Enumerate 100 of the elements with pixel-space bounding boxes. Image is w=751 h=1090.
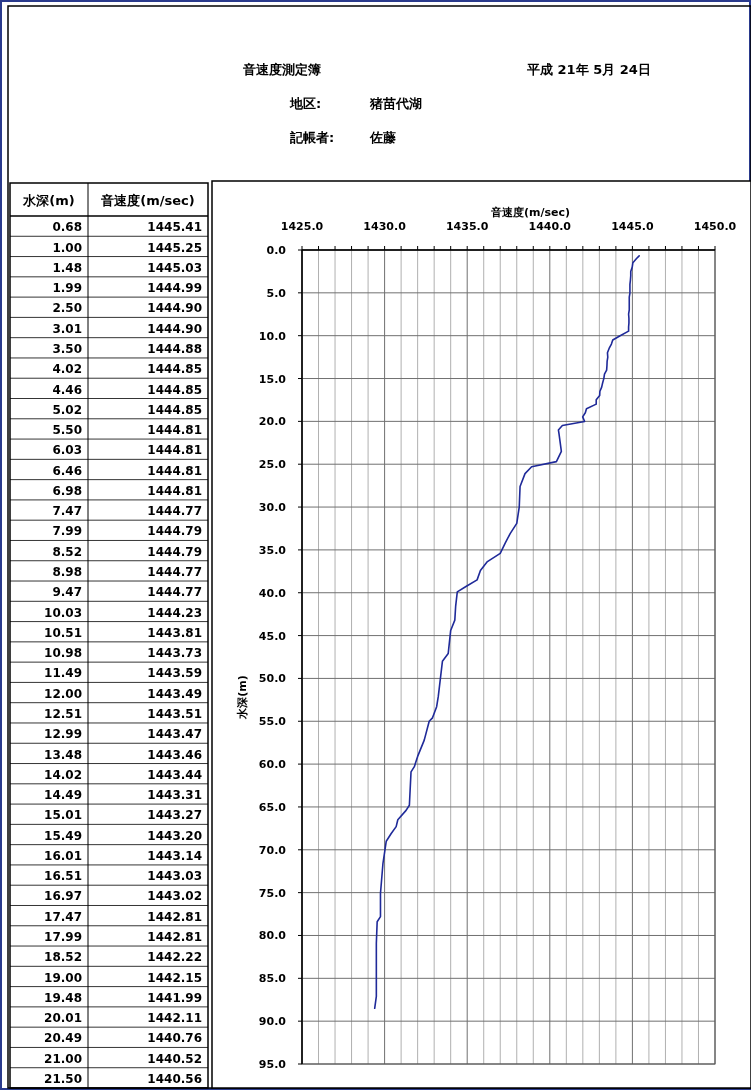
- data-label: 1444.77: [147, 565, 202, 580]
- data-label: 1443.46: [147, 747, 202, 762]
- data-label: 1444.99: [147, 281, 202, 296]
- category-label: 15.01: [44, 808, 82, 823]
- data-label: 1442.22: [147, 950, 202, 965]
- category-label: 3.01: [52, 321, 82, 336]
- category-label: 3.50: [52, 341, 82, 356]
- data-label: 1440.76: [147, 1031, 202, 1046]
- y-tick-label: 85.0: [258, 972, 287, 986]
- data-label: 1442.11: [147, 1011, 202, 1026]
- x-tick-label: 1440.0: [528, 220, 572, 233]
- y-tick-label: 80.0: [258, 929, 287, 943]
- category-label: 6.03: [52, 443, 82, 458]
- text: 音速度(m/sec): [100, 193, 195, 208]
- data-label: 1444.90: [147, 321, 202, 336]
- y-tick-label: 75.0: [258, 886, 287, 900]
- category-label: 18.52: [44, 950, 82, 965]
- y-tick-label: 30.0: [258, 501, 287, 515]
- data-label: 1444.88: [147, 341, 202, 356]
- text: 水深(m): [22, 193, 75, 208]
- y-tick-label: 5.0: [266, 286, 287, 300]
- category-label: 11.49: [44, 666, 82, 681]
- category-label: 7.47: [52, 504, 82, 519]
- data-label: 1443.03: [147, 869, 202, 884]
- data-label: 1444.90: [147, 301, 202, 316]
- data-label: 1442.81: [147, 909, 202, 924]
- data-label: 1444.81: [147, 423, 202, 438]
- x-tick-label: 1435.0: [445, 220, 489, 233]
- category-label: 16.01: [44, 848, 82, 863]
- y-tick-label: 45.0: [258, 629, 287, 643]
- text: 記帳者:: [289, 130, 335, 145]
- line-series: [373, 255, 640, 1010]
- category-label: 21.00: [44, 1051, 82, 1066]
- category-label: 1.48: [52, 260, 82, 275]
- data-label: 1440.52: [147, 1051, 202, 1066]
- x-axis-title: 音速度(m/sec): [489, 206, 571, 219]
- data-label: 1443.27: [147, 808, 202, 823]
- y-tick-label: 50.0: [258, 672, 287, 686]
- data-label: 1444.85: [147, 362, 202, 377]
- text: 佐藤: [369, 130, 397, 145]
- data-label: 1445.41: [147, 220, 202, 235]
- data-label: 1440.56: [147, 1072, 202, 1086]
- category-label: 0.68: [52, 220, 82, 235]
- category-label: 12.99: [44, 727, 82, 742]
- category-label: 4.02: [52, 362, 82, 377]
- category-label: 9.47: [52, 585, 82, 600]
- category-label: 20.01: [44, 1011, 82, 1026]
- text: 平成 21年 5月 24日: [526, 62, 651, 77]
- data-label: 1443.47: [147, 727, 202, 742]
- text: 音速度測定簿: [242, 62, 321, 77]
- category-label: 6.98: [52, 483, 82, 498]
- y-tick-label: 10.0: [258, 329, 287, 343]
- category-label: 5.02: [52, 402, 82, 417]
- category-label: 13.48: [44, 747, 82, 762]
- category-label: 20.49: [44, 1031, 82, 1046]
- data-label: 1444.81: [147, 443, 202, 458]
- data-label: 1443.51: [147, 706, 202, 721]
- data-label: 1443.49: [147, 686, 202, 701]
- category-label: 6.46: [52, 463, 82, 478]
- y-tick-label: 90.0: [258, 1015, 287, 1029]
- data-label: 1445.03: [147, 260, 202, 275]
- text: 猪苗代湖: [369, 96, 422, 111]
- data-label: 1444.85: [147, 402, 202, 417]
- category-label: 14.49: [44, 788, 82, 803]
- category-label: 8.98: [52, 565, 82, 580]
- category-label: 16.97: [44, 889, 82, 904]
- data-label: 1443.20: [147, 828, 202, 843]
- data-label: 1443.44: [147, 767, 202, 782]
- category-label: 1.99: [52, 281, 82, 296]
- data-label: 1444.23: [147, 605, 202, 620]
- y-tick-label: 15.0: [258, 372, 287, 386]
- category-label: 10.98: [44, 646, 82, 661]
- data-label: 1442.15: [147, 970, 202, 985]
- category-label: 14.02: [44, 767, 82, 782]
- category-label: 10.03: [44, 605, 82, 620]
- data-label: 1444.77: [147, 585, 202, 600]
- data-label: 1443.59: [147, 666, 202, 681]
- y-tick-label: 40.0: [258, 586, 287, 600]
- y-tick-label: 55.0: [258, 715, 287, 729]
- category-label: 8.52: [52, 544, 82, 559]
- category-label: 10.51: [44, 625, 82, 640]
- category-label: 5.50: [52, 423, 82, 438]
- x-tick-label: 1445.0: [611, 220, 654, 233]
- category-label: 19.48: [44, 990, 82, 1005]
- y-axis-title: 水深(m): [236, 675, 249, 720]
- data-label: 1444.77: [147, 504, 202, 519]
- category-label: 4.46: [52, 382, 82, 397]
- category-label: 17.99: [44, 930, 82, 945]
- category-label: 21.50: [44, 1072, 82, 1086]
- data-label: 1444.79: [147, 524, 202, 539]
- y-tick-label: 60.0: [258, 758, 287, 772]
- y-tick-label: 25.0: [258, 458, 287, 472]
- data-label: 1443.73: [147, 646, 202, 661]
- data-label: 1444.81: [147, 483, 202, 498]
- category-label: 2.50: [52, 301, 82, 316]
- y-tick-label: 20.0: [258, 415, 287, 429]
- x-tick-label: 1450.0: [693, 220, 737, 233]
- category-label: 15.49: [44, 828, 82, 843]
- data-label: 1442.81: [147, 930, 202, 945]
- y-tick-label: 70.0: [258, 843, 287, 857]
